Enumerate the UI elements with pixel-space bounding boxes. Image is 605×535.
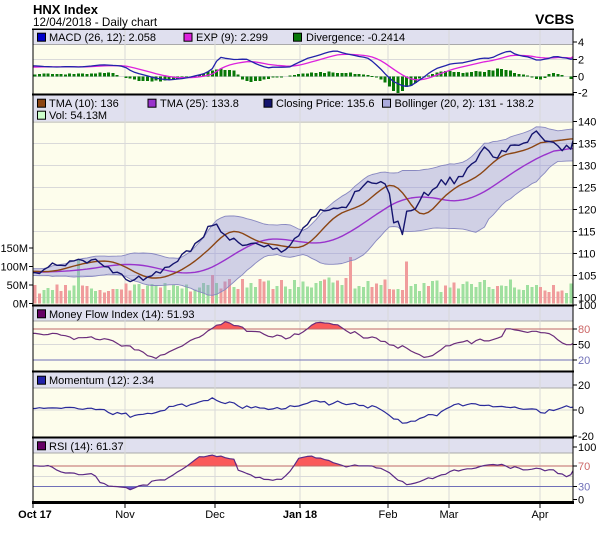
svg-text:Momentum (12): 2.34: Momentum (12): 2.34 (49, 375, 154, 387)
svg-text:20: 20 (578, 355, 590, 367)
svg-text:TMA (25): 133.8: TMA (25): 133.8 (160, 98, 239, 110)
svg-text:115: 115 (578, 226, 596, 238)
svg-text:20: 20 (578, 380, 590, 392)
svg-text:12/04/2018 - Daily chart: 12/04/2018 - Daily chart (33, 16, 158, 29)
svg-text:140: 140 (578, 116, 596, 128)
svg-text:VCBS: VCBS (535, 11, 574, 27)
svg-text:EXP (9): 2.299: EXP (9): 2.299 (196, 32, 268, 44)
svg-text:Jan 18: Jan 18 (283, 509, 317, 521)
svg-text:100M: 100M (0, 262, 28, 274)
svg-text:100: 100 (578, 442, 596, 454)
svg-text:100: 100 (578, 292, 596, 304)
svg-text:RSI (14): 61.37: RSI (14): 61.37 (49, 441, 124, 453)
svg-text:150M: 150M (0, 243, 28, 255)
svg-text:70: 70 (578, 461, 590, 473)
svg-text:TMA (10): 136: TMA (10): 136 (49, 98, 119, 110)
svg-text:100: 100 (578, 300, 596, 312)
svg-text:135: 135 (578, 138, 596, 150)
svg-text:0: 0 (578, 495, 584, 507)
svg-text:Bollinger (20, 2): 131 - 138.2: Bollinger (20, 2): 131 - 138.2 (395, 98, 534, 110)
svg-text:130: 130 (578, 160, 596, 172)
svg-text:Mar: Mar (440, 509, 459, 521)
svg-text:-20: -20 (578, 431, 594, 443)
svg-text:0M: 0M (13, 299, 28, 311)
svg-text:50M: 50M (7, 280, 28, 292)
svg-text:30: 30 (578, 482, 590, 494)
svg-text:Apr: Apr (531, 509, 548, 521)
svg-text:Closing Price: 135.6: Closing Price: 135.6 (276, 98, 374, 110)
svg-text:MACD (26, 12): 2.058: MACD (26, 12): 2.058 (49, 32, 156, 44)
svg-text:-2: -2 (578, 88, 588, 100)
svg-text:Nov: Nov (115, 509, 135, 521)
svg-text:Vol: 54.13M: Vol: 54.13M (49, 110, 107, 122)
svg-text:120: 120 (578, 204, 596, 216)
svg-text:4: 4 (578, 37, 584, 49)
svg-text:50: 50 (578, 339, 590, 351)
svg-text:Dec: Dec (205, 509, 225, 521)
svg-text:Oct 17: Oct 17 (18, 509, 52, 521)
svg-text:0: 0 (578, 72, 584, 84)
svg-text:125: 125 (578, 182, 596, 194)
svg-text:110: 110 (578, 248, 596, 260)
svg-text:105: 105 (578, 270, 596, 282)
svg-text:Divergence: -0.2414: Divergence: -0.2414 (306, 32, 405, 44)
svg-text:2: 2 (578, 54, 584, 66)
svg-text:Feb: Feb (379, 509, 398, 521)
svg-text:80: 80 (578, 324, 590, 336)
svg-text:0: 0 (578, 405, 584, 417)
svg-text:Money Flow Index (14): 51.93: Money Flow Index (14): 51.93 (49, 309, 195, 321)
svg-text:HNX Index: HNX Index (33, 2, 99, 17)
